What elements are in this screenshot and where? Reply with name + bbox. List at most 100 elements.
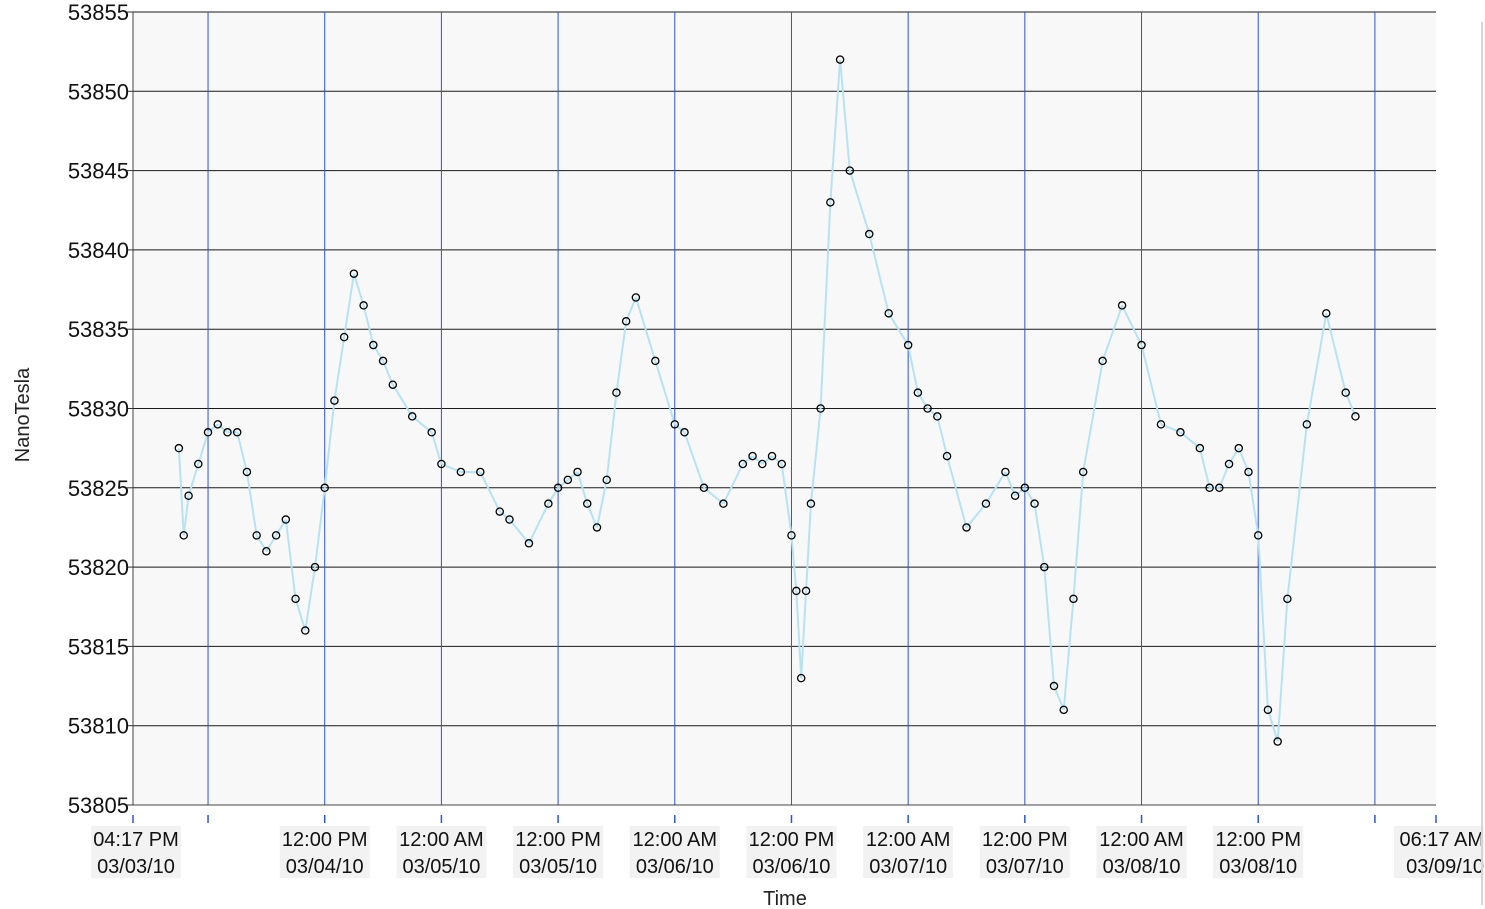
data-point xyxy=(242,467,252,477)
data-point xyxy=(787,531,796,540)
series-connector xyxy=(654,360,676,425)
series-connector xyxy=(722,463,744,505)
series-connector xyxy=(1266,709,1279,742)
y-tick-label: 53845 xyxy=(68,159,129,184)
y-tick-label: 53835 xyxy=(68,317,129,342)
series-connector xyxy=(790,535,798,591)
data-point xyxy=(1176,428,1185,437)
series-connector xyxy=(848,170,871,235)
data-point xyxy=(1302,420,1312,429)
series-connector xyxy=(245,471,258,536)
data-point xyxy=(203,428,213,437)
x-tick-date-label: 03/07/10 xyxy=(986,856,1064,878)
data-point xyxy=(495,507,505,516)
x-tick-time-label: 12:00 PM xyxy=(282,829,368,851)
series-connector xyxy=(391,384,414,417)
data-point xyxy=(330,396,339,405)
series-connector xyxy=(751,455,763,465)
data-point xyxy=(427,428,436,437)
data-point xyxy=(612,388,621,397)
series-connector xyxy=(314,487,326,568)
x-tick-label-bg xyxy=(1394,826,1484,878)
series-connector xyxy=(985,471,1007,505)
data-point xyxy=(1020,483,1030,493)
series-connector xyxy=(1121,304,1143,346)
data-point xyxy=(933,412,942,421)
x-tick-time-label: 12:00 PM xyxy=(515,829,601,851)
series-connector xyxy=(182,495,190,536)
x-tick-time-label: 12:00 PM xyxy=(982,829,1068,851)
data-point xyxy=(310,562,320,572)
data-point xyxy=(680,428,689,437)
x-tick-label-bg xyxy=(979,826,1070,878)
x-tick-date-label: 03/05/10 xyxy=(402,856,480,878)
x-tick-time-label: 12:00 AM xyxy=(866,829,951,851)
data-point xyxy=(223,428,232,437)
y-tick-label: 53805 xyxy=(68,793,129,818)
data-point xyxy=(602,475,611,485)
series-connector xyxy=(1286,424,1308,599)
data-point xyxy=(476,467,485,477)
data-point xyxy=(835,55,845,64)
series-connector xyxy=(508,518,530,544)
x-tick-label-bg xyxy=(1096,826,1187,878)
series-connector xyxy=(1033,503,1046,568)
data-point xyxy=(252,531,261,540)
series-connector xyxy=(1276,598,1289,742)
series-connector xyxy=(625,297,637,322)
series-connector xyxy=(1014,487,1026,497)
horizontal-gridlines xyxy=(133,11,1436,806)
data-point xyxy=(1040,562,1049,572)
data-point xyxy=(758,459,767,469)
data-point xyxy=(1195,443,1205,453)
series-connector xyxy=(829,59,842,203)
series-connector xyxy=(382,360,394,386)
data-point xyxy=(913,388,923,397)
series-connector xyxy=(1004,471,1017,497)
data-point xyxy=(962,523,971,532)
series-connector xyxy=(323,400,336,488)
y-tick-label: 53830 xyxy=(68,397,129,422)
x-tick-date-label: 03/08/10 xyxy=(1103,856,1181,878)
data-point xyxy=(553,483,563,493)
series-connector xyxy=(1198,447,1211,489)
x-tick-time-label: 12:00 PM xyxy=(749,829,835,851)
data-point xyxy=(670,420,680,429)
data-point xyxy=(777,459,786,469)
series-connector xyxy=(795,590,803,679)
series-connector xyxy=(187,463,200,497)
series-connector xyxy=(946,455,968,528)
data-point xyxy=(179,531,188,540)
data-point xyxy=(1156,420,1166,429)
series-connector xyxy=(352,273,365,306)
series-connector xyxy=(771,455,783,465)
x-tick-time-label: 04:17 PM xyxy=(93,829,179,851)
data-point xyxy=(1049,681,1059,691)
data-point xyxy=(583,499,592,508)
data-point xyxy=(1283,594,1292,604)
series-connector xyxy=(887,312,910,346)
x-tick-date-label: 03/07/10 xyxy=(869,856,947,878)
data-point xyxy=(1253,531,1263,540)
data-point xyxy=(621,317,631,326)
series-connector xyxy=(177,448,185,536)
series-connector xyxy=(780,463,793,536)
x-tick-label-bg xyxy=(1213,826,1304,878)
x-tick-label-bg xyxy=(91,826,181,878)
data-point xyxy=(792,586,801,596)
series-connector xyxy=(1062,598,1075,710)
series-connector xyxy=(304,566,316,631)
y-tick-label: 53855 xyxy=(68,0,129,25)
data-point xyxy=(320,483,329,493)
y-tick-label: 53825 xyxy=(68,476,129,501)
data-point xyxy=(1137,340,1146,350)
series-connector xyxy=(800,590,808,679)
series-connector xyxy=(1325,313,1347,393)
data-point xyxy=(748,451,757,461)
series-connector xyxy=(217,423,229,434)
data-point xyxy=(271,531,281,540)
data-point xyxy=(1351,412,1360,421)
data-point xyxy=(651,356,660,366)
x-axis-ticks: 04:17 PM 03/03/10 12:00 PM 03/04/10 12:00 AM… xyxy=(91,815,1484,878)
series-connector xyxy=(1257,535,1269,710)
